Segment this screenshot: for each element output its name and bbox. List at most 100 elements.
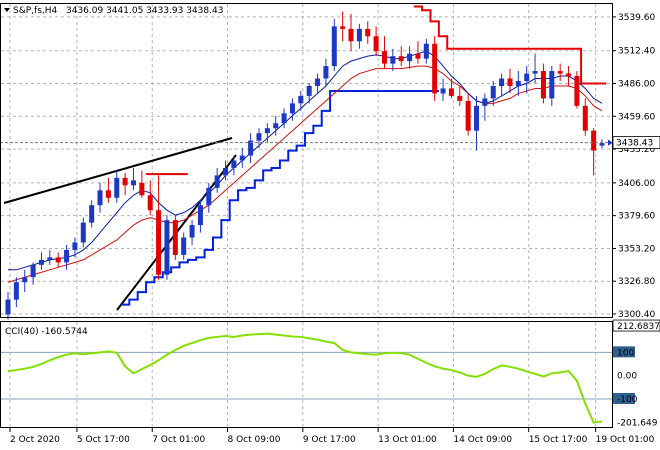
price-tick-label: 3512.40 (618, 47, 655, 57)
price-tick-label: 3539.60 (618, 13, 655, 23)
last-price-badge (612, 136, 660, 149)
moving-averages (7, 50, 603, 283)
main-grid (1, 4, 612, 317)
candle-body (289, 103, 295, 114)
time-tick-label: 8 Oct 09:00 (228, 435, 281, 445)
last-price-marker-icon (608, 139, 613, 146)
candle-body (38, 259, 44, 265)
candle-body (482, 98, 488, 106)
candle-body (89, 205, 95, 223)
cci-line (7, 332, 603, 424)
candle-body (423, 43, 429, 59)
cci-series (7, 332, 603, 424)
price-tick-label: 3459.60 (618, 112, 655, 122)
indicator-plot-frame (0, 321, 613, 428)
candle-body (457, 95, 463, 101)
candle-body (256, 133, 262, 141)
cci-tick-badge (613, 393, 635, 404)
candle-body (156, 210, 162, 275)
cci-axis[interactable]: 212.6837 100 0.00 -100 -201.649 (612, 319, 660, 429)
price-tick-label: 3486.00 (618, 79, 655, 89)
time-tick-label: 15 Oct 17:00 (529, 435, 588, 445)
candle-body (532, 71, 538, 74)
price-tick-label: 3300.40 (618, 310, 655, 320)
price-tick-label: 3433.20 (618, 145, 655, 155)
candle-body (515, 81, 521, 86)
candle-body (373, 36, 379, 52)
candle-body (356, 28, 362, 42)
resistance-stop-line (146, 5, 607, 176)
time-tick-label: 14 Oct 09:00 (453, 435, 512, 445)
candle-body (30, 264, 36, 278)
candle-body (465, 100, 471, 131)
candles (5, 11, 605, 320)
candle-body (540, 71, 546, 99)
candle-body (440, 88, 446, 94)
main-plot-frame (0, 3, 613, 318)
time-tick-label: 9 Oct 17:00 (303, 435, 356, 445)
cci-label: CCI(40) -160.5744 (5, 327, 88, 337)
candle-body (147, 195, 153, 211)
price-axis[interactable]: 3539.60 3512.40 3486.00 3459.60 3433.20 3406.… (612, 13, 660, 320)
price-tick-label: 3406.00 (618, 179, 655, 189)
candle-body (97, 190, 103, 206)
candle-body (281, 113, 287, 124)
time-tick-label: 19 Oct 01:00 (596, 435, 655, 445)
candle-body (574, 76, 580, 106)
ohlc-readout: 3436.09 3441.05 3433.93 3438.43 (66, 6, 223, 16)
cci-tick-label: 212.6837 (617, 322, 660, 332)
price-tick-label: 3379.60 (618, 212, 655, 222)
candle-body (64, 249, 70, 263)
trendline-upper (3, 137, 233, 204)
slow-ma-line (7, 65, 603, 283)
candle-body (407, 53, 413, 62)
candle-body (448, 88, 454, 96)
candle-body (398, 56, 404, 62)
candle-body (264, 128, 270, 134)
candle-body (507, 78, 513, 86)
candle-body (164, 220, 170, 275)
candle-body (273, 123, 279, 129)
candle-body (214, 175, 220, 188)
candle-body (315, 78, 321, 86)
cci-tick-label: 100 (617, 348, 634, 358)
candle-body (206, 187, 212, 206)
candle-body (181, 237, 187, 255)
candle-body (549, 71, 555, 99)
price-tick-label: 3326.80 (618, 277, 655, 287)
cci-tick-label: -201.649 (617, 419, 658, 429)
candle-body (557, 71, 563, 74)
candle-body (381, 51, 387, 64)
time-axis[interactable]: 2 Oct 2020 5 Oct 17:00 7 Oct 01:00 8 Oct 09… (9, 428, 655, 445)
time-tick-label: 2 Oct 2020 (10, 435, 60, 445)
candle-body (390, 56, 396, 64)
cci-tick-badge (613, 346, 635, 358)
candle-body (415, 53, 421, 59)
cci-tick-label: 0.00 (617, 372, 637, 382)
time-tick-label: 13 Oct 01:00 (378, 435, 437, 445)
fast-ma-line (8, 50, 603, 271)
candle-body (80, 222, 86, 243)
candle-body (323, 66, 329, 79)
candle-body (306, 85, 312, 96)
symbol-label: S&P,fs,H4 (13, 6, 58, 16)
candle-body (582, 105, 588, 131)
cci-tick-badge (612, 319, 660, 332)
candle-body (231, 160, 237, 168)
time-tick-label: 5 Oct 17:00 (77, 435, 130, 445)
candle-body (298, 95, 304, 104)
candle-body (47, 257, 53, 260)
candle-body (239, 155, 245, 161)
candle-body (432, 43, 438, 94)
time-tick-label: 7 Oct 01:00 (152, 435, 205, 445)
candle-body (524, 73, 530, 82)
candle-body (566, 73, 572, 77)
candle-body (122, 177, 128, 186)
candle-body (114, 177, 120, 198)
collapse-arrow-icon[interactable] (4, 8, 10, 12)
candle-body (223, 167, 229, 176)
candle-body (105, 190, 111, 198)
candle-body (130, 180, 137, 186)
